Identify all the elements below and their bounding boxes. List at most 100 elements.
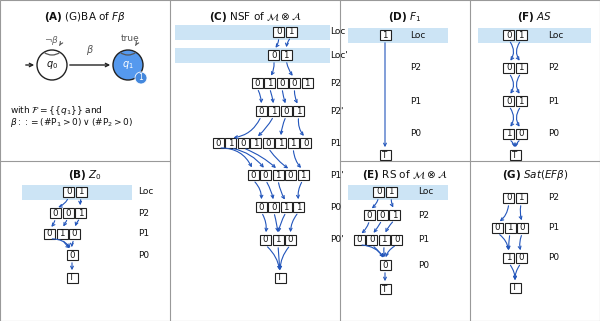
Text: Loc: Loc	[138, 187, 154, 196]
FancyBboxPatch shape	[389, 210, 400, 220]
Text: T: T	[382, 151, 388, 160]
Text: T: T	[70, 273, 74, 282]
Text: P0: P0	[548, 254, 559, 263]
Text: 1: 1	[284, 50, 289, 59]
Text: 0: 0	[66, 187, 71, 196]
Text: 0: 0	[53, 209, 58, 218]
FancyBboxPatch shape	[63, 187, 74, 197]
FancyBboxPatch shape	[293, 202, 304, 212]
Text: 0: 0	[215, 138, 221, 148]
Text: 0: 0	[288, 236, 293, 245]
Text: $\mathbf{(A)}$ (G)BA of $F\beta$: $\mathbf{(A)}$ (G)BA of $F\beta$	[44, 10, 126, 24]
FancyBboxPatch shape	[277, 78, 287, 88]
Text: P1: P1	[138, 230, 149, 239]
FancyBboxPatch shape	[175, 25, 330, 40]
Text: 1: 1	[253, 138, 259, 148]
FancyBboxPatch shape	[364, 210, 375, 220]
FancyBboxPatch shape	[50, 208, 61, 218]
FancyBboxPatch shape	[281, 202, 292, 212]
Text: T: T	[277, 273, 283, 282]
FancyBboxPatch shape	[348, 185, 448, 200]
Text: T: T	[382, 284, 388, 293]
FancyBboxPatch shape	[302, 78, 313, 88]
FancyBboxPatch shape	[516, 129, 527, 139]
Text: 1: 1	[506, 254, 511, 263]
FancyBboxPatch shape	[248, 170, 259, 180]
Text: P0': P0'	[330, 236, 344, 245]
Text: P1: P1	[418, 236, 429, 245]
FancyBboxPatch shape	[256, 202, 267, 212]
FancyBboxPatch shape	[503, 253, 514, 263]
FancyBboxPatch shape	[260, 235, 271, 245]
Text: 1: 1	[518, 97, 524, 106]
Text: 1: 1	[284, 203, 289, 212]
Text: 0: 0	[520, 223, 525, 232]
Text: 1: 1	[518, 30, 524, 39]
Text: 0: 0	[518, 254, 524, 263]
Text: P2: P2	[330, 79, 341, 88]
FancyBboxPatch shape	[76, 187, 87, 197]
FancyBboxPatch shape	[354, 235, 365, 245]
Text: P1': P1'	[330, 170, 344, 179]
FancyBboxPatch shape	[386, 187, 397, 197]
FancyBboxPatch shape	[380, 260, 391, 270]
FancyBboxPatch shape	[275, 138, 286, 148]
Text: Loc: Loc	[418, 187, 433, 196]
Text: $\neg\beta$: $\neg\beta$	[44, 34, 59, 47]
FancyBboxPatch shape	[516, 30, 527, 40]
FancyBboxPatch shape	[263, 138, 274, 148]
Text: P2: P2	[138, 209, 149, 218]
Text: 1: 1	[389, 187, 394, 196]
Text: 1: 1	[392, 211, 397, 220]
Text: $\beta ::= (\#\mathrm{P}_1 > 0) \vee (\#\mathrm{P}_2 > 0)$: $\beta ::= (\#\mathrm{P}_1 > 0) \vee (\#…	[10, 116, 133, 129]
Text: 1: 1	[518, 64, 524, 73]
Text: $\mathbf{(D)}$ $F_1$: $\mathbf{(D)}$ $F_1$	[388, 10, 422, 24]
Text: P1: P1	[410, 97, 421, 106]
Text: P2: P2	[548, 194, 559, 203]
FancyBboxPatch shape	[281, 50, 292, 60]
FancyBboxPatch shape	[516, 193, 527, 203]
Text: 0: 0	[506, 30, 511, 39]
Text: P0: P0	[410, 129, 421, 138]
FancyBboxPatch shape	[509, 150, 521, 160]
FancyBboxPatch shape	[509, 283, 521, 293]
Circle shape	[113, 50, 143, 80]
Text: 0: 0	[265, 138, 271, 148]
FancyBboxPatch shape	[67, 273, 77, 283]
Text: 0: 0	[263, 236, 268, 245]
Text: 1: 1	[78, 209, 83, 218]
Text: Loc: Loc	[330, 28, 346, 37]
Text: 0: 0	[271, 203, 277, 212]
Text: 0: 0	[271, 50, 277, 59]
FancyBboxPatch shape	[285, 170, 296, 180]
Text: 1: 1	[382, 30, 388, 39]
FancyBboxPatch shape	[251, 78, 263, 88]
FancyBboxPatch shape	[62, 208, 74, 218]
Text: 1: 1	[290, 138, 296, 148]
Text: 1: 1	[79, 187, 84, 196]
Text: 0: 0	[506, 194, 511, 203]
Text: 0: 0	[241, 138, 246, 148]
FancyBboxPatch shape	[75, 208, 86, 218]
FancyBboxPatch shape	[275, 273, 286, 283]
Text: $\mathbf{(G)}$ $Sat(EF\beta)$: $\mathbf{(G)}$ $Sat(EF\beta)$	[502, 168, 568, 182]
Text: 1: 1	[289, 28, 294, 37]
FancyBboxPatch shape	[380, 150, 391, 160]
Text: $\mathbf{(E)}$ RS of $\mathcal{M}\otimes\mathcal{A}$: $\mathbf{(E)}$ RS of $\mathcal{M}\otimes…	[362, 168, 448, 182]
FancyBboxPatch shape	[503, 63, 514, 73]
Text: T: T	[512, 283, 518, 292]
Text: 0: 0	[376, 187, 382, 196]
Text: 1: 1	[296, 107, 302, 116]
FancyBboxPatch shape	[516, 253, 527, 263]
FancyBboxPatch shape	[391, 235, 402, 245]
Text: 1: 1	[296, 203, 302, 212]
FancyBboxPatch shape	[379, 235, 390, 245]
FancyBboxPatch shape	[380, 30, 391, 40]
Text: 1: 1	[267, 79, 272, 88]
Circle shape	[135, 72, 147, 84]
Text: P0: P0	[548, 129, 559, 138]
Text: 0: 0	[303, 138, 308, 148]
Text: 1: 1	[300, 170, 306, 179]
FancyBboxPatch shape	[285, 235, 296, 245]
FancyBboxPatch shape	[56, 229, 67, 239]
